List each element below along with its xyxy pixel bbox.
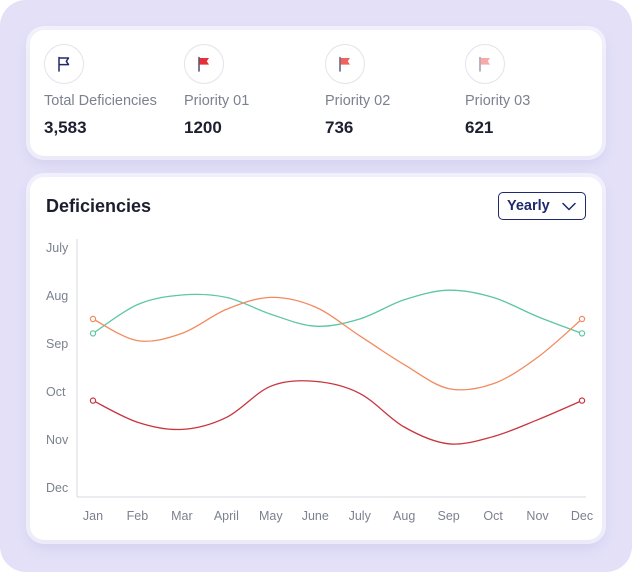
x-tick-label: Dec xyxy=(571,509,593,523)
stat-label: Total Deficiencies xyxy=(44,93,157,109)
y-tick-label: Oct xyxy=(46,385,66,399)
series-endpoint xyxy=(89,315,97,323)
flag-icon xyxy=(465,44,505,84)
stat-priority-01[interactable]: Priority 01 1200 xyxy=(184,44,249,138)
flag-icon xyxy=(184,44,224,84)
x-tick-label: Feb xyxy=(127,509,149,523)
x-tick-label: July xyxy=(349,509,372,523)
y-tick-label: Nov xyxy=(46,433,69,447)
chart-title: Deficiencies xyxy=(46,196,152,216)
stat-priority-02[interactable]: Priority 02 736 xyxy=(325,44,390,138)
stat-label: Priority 01 xyxy=(184,93,250,109)
stat-label: Priority 02 xyxy=(325,93,391,109)
stats-card: Total Deficiencies 3,583 Priority 01 120… xyxy=(30,30,602,156)
flag-outline-icon xyxy=(44,44,84,84)
series-endpoint xyxy=(578,397,586,404)
x-tick-label: Nov xyxy=(526,509,549,523)
x-tick-label: Oct xyxy=(483,509,503,523)
stat-value: 736 xyxy=(325,118,354,137)
x-tick-label: Aug xyxy=(393,509,415,523)
series-endpoint xyxy=(89,330,97,337)
chevron-down-icon xyxy=(562,202,576,210)
stat-label: Priority 03 xyxy=(465,93,531,109)
stat-value: 3,583 xyxy=(44,118,87,137)
y-tick-label: Sep xyxy=(46,337,68,351)
period-dropdown[interactable]: Yearly xyxy=(498,192,586,220)
stat-value: 1200 xyxy=(184,118,222,137)
period-dropdown-value: Yearly xyxy=(507,198,550,214)
x-tick-label: June xyxy=(302,509,329,523)
x-tick-label: May xyxy=(259,509,283,523)
x-tick-label: Sep xyxy=(438,509,460,523)
stat-value: 621 xyxy=(465,118,494,137)
x-tick-label: Mar xyxy=(171,509,193,523)
series-endpoint xyxy=(578,315,586,323)
stat-total-deficiencies[interactable]: Total Deficiencies 3,583 xyxy=(44,44,157,138)
y-tick-label: Dec xyxy=(46,481,68,495)
line-chart: July Aug Sep Oct Nov Dec Jan Feb Mar April May June… xyxy=(46,239,593,523)
deficiencies-chart-card: Deficiencies Yearly July Aug Sep Oct Nov Dec J… xyxy=(30,177,602,540)
series-line-2 xyxy=(92,296,583,391)
series-line-1 xyxy=(92,289,583,335)
series-line-3 xyxy=(92,380,583,445)
y-tick-label: Aug xyxy=(46,289,68,303)
series-endpoint xyxy=(89,397,97,404)
series-endpoint xyxy=(578,330,586,337)
y-tick-label: July xyxy=(46,241,69,255)
stat-priority-03[interactable]: Priority 03 621 xyxy=(465,44,530,138)
flag-icon xyxy=(325,44,365,84)
x-tick-label: April xyxy=(214,509,239,523)
x-tick-label: Jan xyxy=(83,509,103,523)
